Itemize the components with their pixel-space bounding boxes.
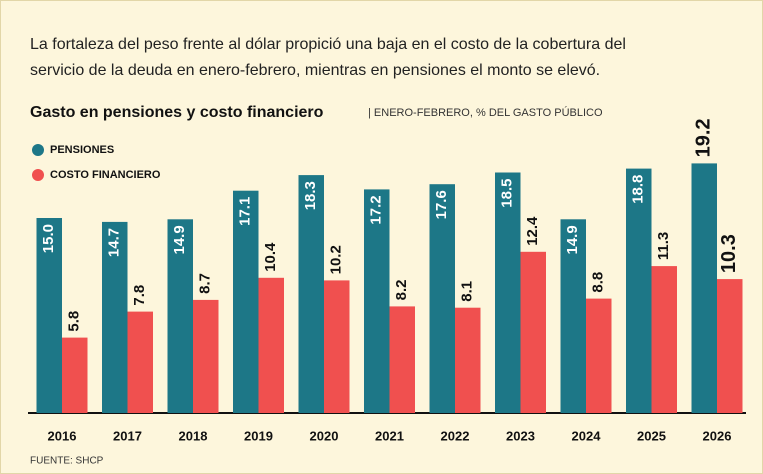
x-tick-label: 2023 [506,428,535,443]
bar [520,251,546,413]
data-label: 7.8 [131,285,148,306]
x-tick-label: 2018 [179,428,208,443]
data-label: 8.8 [590,272,607,293]
bar [717,279,743,413]
data-label: 18.5 [499,179,516,208]
data-label: 17.2 [368,195,385,224]
data-label: 17.6 [433,190,450,219]
data-label: 14.9 [171,225,188,254]
bar [429,184,455,413]
data-label: 8.7 [197,273,214,294]
data-label: 11.3 [655,232,672,260]
bar [62,337,88,413]
bar [691,163,717,413]
bar [36,218,62,413]
bar [167,219,193,413]
bar [258,277,284,413]
bar [102,221,128,413]
data-label: 8.2 [393,280,410,301]
data-label: 8.1 [459,281,476,302]
x-tick-label: 2025 [637,428,666,443]
data-label: 17.1 [237,197,254,226]
legend-swatch [32,144,44,156]
x-tick-label: 2024 [572,428,602,443]
data-label: 10.2 [328,245,345,274]
bar [324,280,350,413]
bar [626,168,652,413]
data-label: 19.2 [693,118,715,157]
data-label: 18.3 [302,181,319,210]
data-label: 5.8 [66,311,83,332]
bar [193,299,219,413]
x-tick-label: 2026 [703,428,732,443]
bar [298,175,324,413]
bar [455,307,481,413]
bar [233,190,259,413]
data-label: 10.4 [262,242,279,272]
chart-subtitle: | ENERO-FEBRERO, % DEL GASTO PÚBLICO [368,106,603,119]
x-tick-label: 2017 [113,428,142,443]
intro-line: La fortaleza del peso frente al dólar pr… [30,36,626,53]
bar [495,172,521,413]
bar [651,266,677,413]
x-tick-label: 2019 [244,428,273,443]
legend-label: PENSIONES [50,144,114,156]
data-label: 12.4 [524,216,541,246]
bar [127,311,153,413]
data-label: 14.9 [564,225,581,254]
legend-label: COSTO FINANCIERO [50,169,161,181]
x-tick-label: 2016 [48,428,77,443]
x-tick-label: 2021 [375,428,404,443]
chart-title: Gasto en pensiones y costo financiero [30,104,324,121]
data-label: 10.3 [718,234,740,273]
data-label: 18.8 [630,175,647,204]
bar [586,298,612,413]
bar [560,219,586,413]
x-tick-label: 2022 [441,428,470,443]
intro-line: servicio de la deuda en enero-febrero, m… [30,62,600,79]
source: FUENTE: SHCP [30,456,104,467]
data-label: 15.0 [40,224,57,253]
bar [364,189,390,413]
legend-swatch [32,169,44,181]
data-label: 14.7 [106,228,123,257]
bar [389,306,415,413]
x-tick-label: 2020 [310,428,339,443]
